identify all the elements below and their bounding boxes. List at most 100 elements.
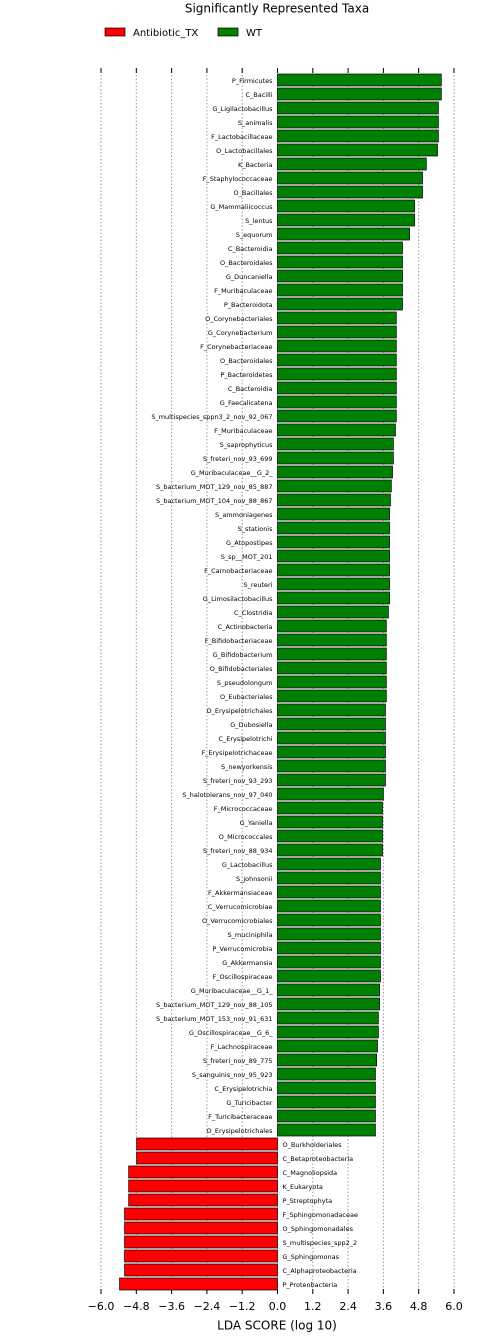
- bar: [277, 745, 386, 759]
- category-label: F_Sphingomonadaceae: [283, 1211, 358, 1219]
- category-label: C_Erysipelotrichia: [214, 1085, 272, 1093]
- category-label: O_Verrucomicrobiales: [202, 917, 273, 925]
- bar: [277, 605, 389, 619]
- category-label: O_Micrococcales: [219, 833, 273, 841]
- category-label: F_Corynebacteriaceae: [200, 343, 272, 351]
- bar: [128, 1165, 278, 1179]
- bar: [124, 1235, 278, 1249]
- category-label: S_freteri_nov_89_775: [203, 1057, 273, 1065]
- category-label: O_Bacteroidales: [220, 357, 273, 365]
- bar: [277, 409, 397, 423]
- bar: [277, 129, 439, 143]
- bar: [277, 199, 415, 213]
- category-label: F_Lachnospiraceae: [211, 1043, 273, 1051]
- category-label: G_Muribaculaceae__G_2_: [191, 469, 274, 477]
- x-tick-label: −6.0: [88, 1300, 115, 1313]
- chart-title: Significantly Represented Taxa: [185, 2, 369, 16]
- bar: [277, 227, 410, 241]
- bar: [277, 801, 383, 815]
- category-label: F_Akkermansiaceae: [208, 889, 272, 897]
- bar: [277, 633, 387, 647]
- category-label: O_Erysipelotrichales: [207, 707, 274, 715]
- bar: [277, 101, 439, 115]
- category-label: O_Sphingomonadales: [283, 1225, 354, 1233]
- bar: [277, 689, 387, 703]
- bar: [277, 577, 390, 591]
- category-label: G_Sphingomonas: [283, 1253, 340, 1261]
- x-tick-label: 2.4: [339, 1300, 357, 1313]
- category-label: F_Micrococcaceae: [214, 805, 273, 813]
- legend-swatch: [217, 27, 239, 37]
- bar: [277, 885, 381, 899]
- bar: [119, 1277, 278, 1291]
- bar: [277, 311, 397, 325]
- category-label: G_Limosilactobacillus: [203, 595, 273, 603]
- bar: [277, 815, 383, 829]
- category-label: F_Bifidobacteriaceae: [205, 637, 273, 645]
- x-tick-label: −3.6: [158, 1300, 185, 1313]
- category-label: S_animalis: [238, 119, 273, 127]
- category-label: O_Burkholderiales: [283, 1141, 343, 1149]
- bar: [277, 465, 393, 479]
- category-label: C_Magnoliopsida: [283, 1169, 338, 1177]
- x-tick-label: −1.2: [229, 1300, 256, 1313]
- category-label: K_Bacteria: [238, 161, 273, 169]
- bar: [277, 157, 427, 171]
- category-label: C_Verrucomicrobiae: [208, 903, 273, 911]
- bar: [136, 1137, 278, 1151]
- x-tick-label: 3.6: [375, 1300, 393, 1313]
- category-label: G_Oscillospiraceae__G_6_: [189, 1029, 273, 1037]
- bar: [277, 451, 394, 465]
- category-label: C_Bacteroidia: [228, 385, 273, 393]
- bar: [277, 395, 397, 409]
- category-label: S_ammoniagenes: [215, 511, 273, 519]
- bar: [277, 759, 386, 773]
- bar: [277, 927, 381, 941]
- bar: [277, 773, 386, 787]
- bar: [277, 1025, 379, 1039]
- category-label: S_bacterium_MOT_153_nov_91_631: [156, 1015, 273, 1023]
- bar: [277, 969, 381, 983]
- category-label: G_Atopostipes: [226, 539, 273, 547]
- bar: [277, 647, 387, 661]
- category-label: O_Bacillales: [234, 189, 274, 197]
- bar: [277, 521, 390, 535]
- category-label: G_Duncaniella: [226, 273, 273, 281]
- bar: [277, 283, 403, 297]
- bar: [277, 1011, 379, 1025]
- bar: [277, 185, 423, 199]
- category-label: S_multispecies_sppn3_2_nov_92_067: [151, 413, 272, 421]
- category-label: S_sp__MOT_201: [221, 553, 273, 561]
- category-label: G_Dubosiella: [230, 721, 272, 729]
- category-label: G_Yaniella: [240, 819, 273, 827]
- category-label: P_Streptophyta: [283, 1197, 333, 1205]
- bar: [124, 1249, 278, 1263]
- bar: [277, 535, 390, 549]
- legend-label: Antibiotic_TX: [133, 28, 198, 39]
- category-label: G_Lactobacillus: [222, 861, 273, 869]
- bar: [277, 871, 381, 885]
- category-label: F_Lactobacillaceae: [211, 133, 272, 141]
- bar: [277, 591, 390, 605]
- category-label: P_Firmicutes: [232, 77, 273, 85]
- bar: [277, 549, 390, 563]
- category-label: O_Bacteroidales: [220, 259, 273, 267]
- bar: [277, 1081, 376, 1095]
- x-tick-label: 4.8: [410, 1300, 428, 1313]
- category-label: O_Bifidobacteriales: [210, 665, 273, 673]
- category-label: F_Oscillospiraceae: [213, 973, 273, 981]
- bar: [277, 213, 415, 227]
- bar: [136, 1151, 278, 1165]
- legend-swatch: [104, 27, 126, 37]
- bar: [277, 241, 403, 255]
- category-label: O_Eubacteriales: [220, 693, 273, 701]
- bar: [277, 997, 380, 1011]
- bar: [277, 829, 383, 843]
- bar: [277, 1109, 376, 1123]
- category-label: G_Corynebacterium: [208, 329, 273, 337]
- category-label: O_Lactobacillales: [216, 147, 273, 155]
- bar: [277, 381, 397, 395]
- bar: [277, 479, 392, 493]
- category-label: C_Erysipelotrichi: [218, 735, 272, 743]
- category-label: S_newyorkensis: [221, 763, 273, 771]
